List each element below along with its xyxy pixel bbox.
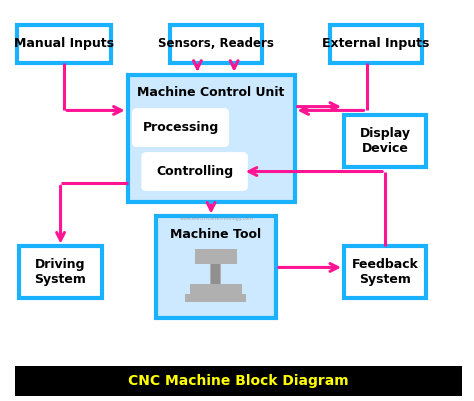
Text: Processing: Processing	[142, 121, 219, 134]
Text: Display
Device: Display Device	[360, 127, 410, 154]
FancyBboxPatch shape	[19, 247, 102, 298]
FancyBboxPatch shape	[17, 25, 111, 63]
Text: Manual Inputs: Manual Inputs	[14, 37, 114, 50]
FancyBboxPatch shape	[344, 115, 426, 166]
FancyBboxPatch shape	[344, 247, 426, 298]
FancyBboxPatch shape	[156, 217, 276, 318]
Text: www.electricaltechnology.com: www.electricaltechnology.com	[180, 216, 254, 221]
FancyBboxPatch shape	[190, 284, 242, 294]
FancyBboxPatch shape	[330, 25, 421, 63]
Text: Machine Tool: Machine Tool	[170, 229, 261, 241]
FancyBboxPatch shape	[133, 109, 228, 146]
Text: Machine Control Unit: Machine Control Unit	[137, 86, 285, 99]
Text: Controlling: Controlling	[156, 165, 233, 178]
Text: External Inputs: External Inputs	[322, 37, 429, 50]
Text: Driving
System: Driving System	[35, 258, 86, 286]
FancyBboxPatch shape	[143, 153, 246, 190]
FancyBboxPatch shape	[210, 256, 221, 294]
FancyBboxPatch shape	[211, 264, 220, 284]
FancyBboxPatch shape	[195, 249, 237, 264]
FancyBboxPatch shape	[15, 367, 462, 396]
FancyBboxPatch shape	[128, 75, 294, 203]
Text: Sensors, Readers: Sensors, Readers	[158, 37, 273, 50]
Text: CNC Machine Block Diagram: CNC Machine Block Diagram	[128, 374, 348, 388]
FancyBboxPatch shape	[185, 294, 246, 302]
Text: Feedback
System: Feedback System	[352, 258, 419, 286]
FancyBboxPatch shape	[170, 25, 262, 63]
